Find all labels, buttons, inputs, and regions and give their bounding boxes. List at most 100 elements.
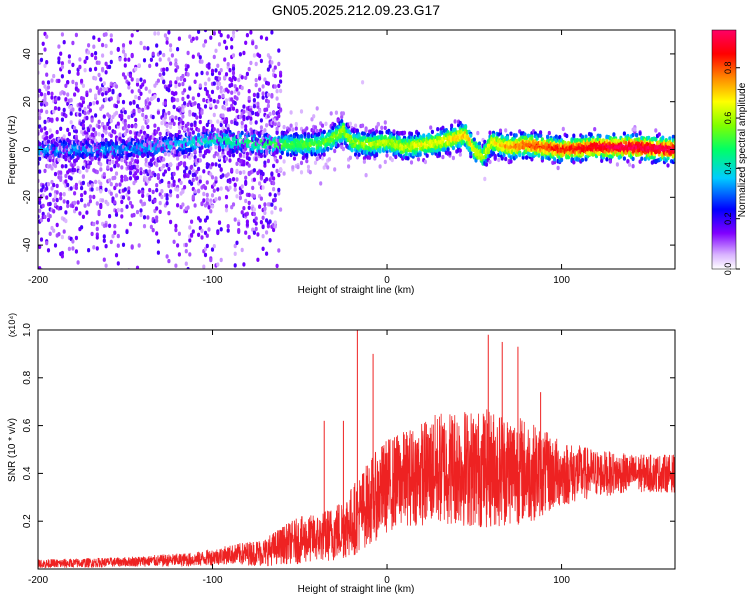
heatmap-cell: [87, 202, 91, 207]
heatmap-cell: [169, 80, 173, 85]
heatmap-cell: [74, 81, 78, 87]
heatmap-cell: [62, 192, 66, 197]
heatmap-cell: [392, 129, 396, 134]
heatmap-cell: [46, 139, 51, 144]
heatmap-cell: [127, 189, 131, 195]
heatmap-cell: [310, 117, 314, 122]
heatmap-cell: [81, 96, 85, 102]
heatmap-cell: [132, 153, 136, 158]
heatmap-cell: [190, 164, 194, 170]
heatmap-cell: [53, 171, 58, 177]
heatmap-cell: [48, 154, 52, 160]
heatmap-cell: [233, 263, 237, 268]
heatmap-cell: [287, 127, 291, 132]
heatmap-cell: [160, 120, 164, 126]
heatmap-cell: [108, 178, 112, 183]
heatmap-cell: [111, 159, 115, 165]
heatmap-cell: [137, 95, 141, 101]
heatmap-cell: [279, 73, 283, 78]
heatmap-cell: [200, 201, 204, 207]
heatmap-cell: [106, 280, 109, 284]
heatmap-cell: [95, 85, 99, 91]
heatmap-cell: [184, 242, 188, 248]
heatmap-cell: [258, 109, 262, 114]
heatmap-cell: [106, 201, 110, 207]
heatmap-cell: [277, 83, 281, 89]
heatmap-cell: [242, 114, 246, 120]
heatmap-cell: [67, 59, 71, 64]
heatmap-cell: [137, 108, 141, 114]
heatmap-cell: [251, 13, 254, 17]
heatmap-cell: [50, 117, 54, 123]
heatmap-cell: [114, 171, 119, 176]
heatmap-cell: [46, 217, 51, 223]
heatmap-cell: [214, 68, 218, 73]
heatmap-cell: [231, 30, 236, 35]
heatmap-cell: [149, 162, 153, 167]
heatmap-cell: [118, 57, 122, 62]
heatmap-cell: [193, 203, 197, 208]
heatmap-cell: [202, 97, 206, 103]
heatmap-cell: [38, 244, 42, 249]
heatmap-cell: [228, 158, 232, 163]
heatmap-cell: [132, 108, 136, 114]
heatmap-cell: [127, 196, 131, 201]
heatmap-cell: [572, 133, 576, 138]
heatmap-cell: [169, 43, 173, 48]
heatmap-cell: [135, 30, 140, 33]
heatmap-cell: [259, 118, 263, 123]
heatmap-cell: [261, 234, 265, 239]
heatmap-cell: [188, 86, 192, 91]
heatmap-cell: [123, 75, 127, 80]
heatmap-cell: [135, 175, 140, 180]
heatmap-cell: [228, 107, 232, 112]
heatmap-cell: [130, 204, 134, 209]
heatmap-cell: [66, 80, 70, 85]
heatmap-cell: [315, 136, 319, 142]
heatmap-cell: [125, 176, 129, 182]
heatmap-cell: [49, 277, 52, 281]
heatmap-cell: [74, 249, 78, 254]
heatmap-cell: [268, 145, 272, 150]
heatmap-cell: [101, 66, 105, 72]
heatmap-cell: [212, 188, 216, 193]
heatmap-cell: [137, 63, 141, 68]
heatmap-cell: [190, 153, 194, 158]
heatmap-cell: [292, 156, 297, 161]
heatmap-cell: [120, 157, 124, 163]
heatmap-cell: [397, 135, 401, 141]
heatmap-cell: [137, 132, 141, 137]
heatmap-cell: [158, 72, 162, 78]
heatmap-cell: [109, 133, 113, 138]
heatmap-cell: [477, 141, 482, 146]
heatmap-cell: [498, 150, 503, 155]
heatmap-cell: [469, 151, 473, 156]
heatmap-cell: [231, 66, 236, 71]
heatmap-cell: [172, 182, 176, 187]
heatmap-cell: [52, 209, 56, 214]
heatmap-cell: [214, 162, 218, 167]
heatmap-cell: [210, 162, 215, 167]
heatmap-cell: [210, 193, 215, 198]
heatmap-cell: [240, 189, 244, 195]
heatmap-cell: [247, 200, 251, 206]
heatmap-cell: [45, 240, 49, 246]
heatmap-cell: [320, 133, 325, 138]
heatmap-cell: [523, 132, 527, 137]
heatmap-cell: [139, 77, 143, 82]
heatmap-cell: [102, 172, 106, 177]
heatmap-cell: [60, 64, 64, 70]
heatmap-cell: [174, 115, 178, 121]
heatmap-cell: [193, 120, 197, 125]
heatmap-cell: [198, 55, 202, 60]
heatmap-cell: [39, 108, 44, 114]
heatmap-cell: [561, 126, 565, 132]
heatmap-cell: [162, 52, 166, 58]
heatmap-cell: [235, 149, 239, 154]
heatmap-cell: [104, 244, 108, 249]
heatmap-cell: [270, 210, 274, 215]
heatmap-cell: [209, 209, 213, 214]
heatmap-cell: [258, 76, 262, 81]
heatmap-cell: [179, 160, 183, 166]
heatmap-cell: [244, 146, 248, 151]
